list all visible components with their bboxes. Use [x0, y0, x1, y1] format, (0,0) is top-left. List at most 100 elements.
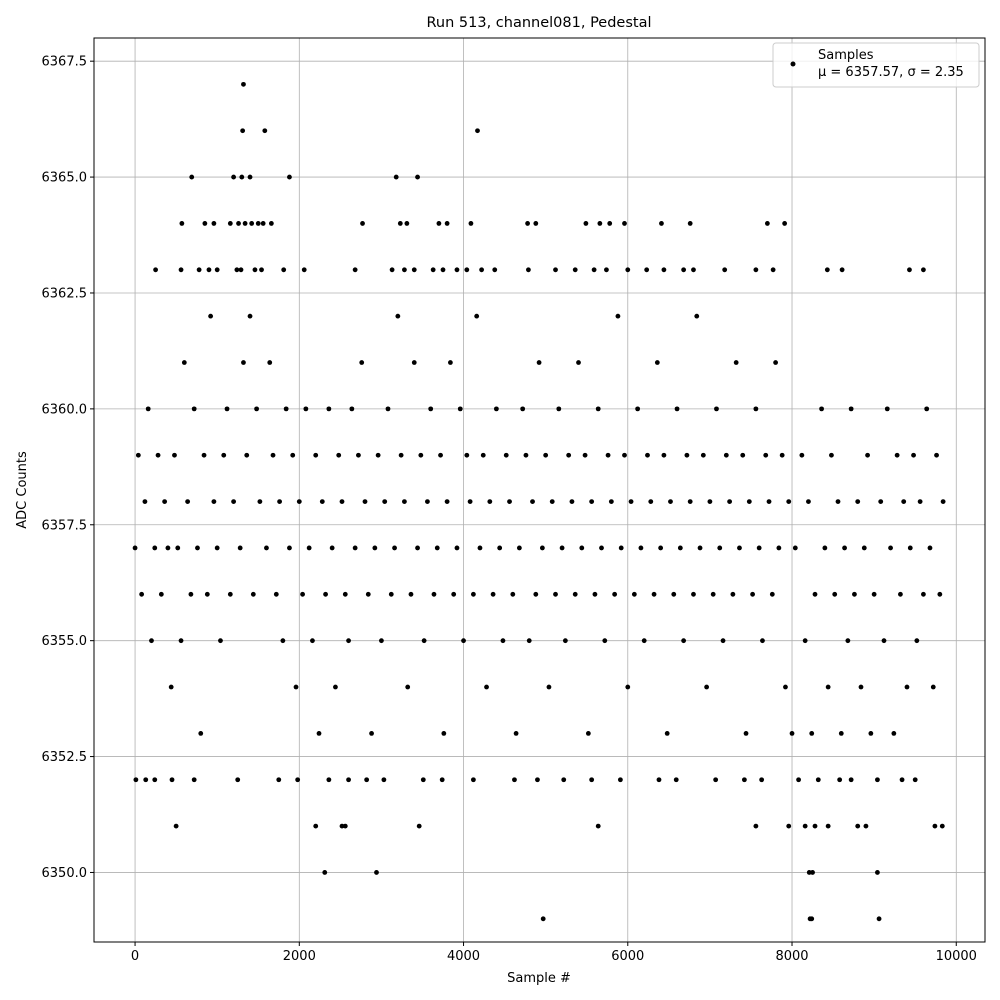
scatter-point	[264, 545, 269, 551]
scatter-point	[454, 545, 460, 551]
scatter-point	[536, 360, 542, 365]
scatter-point	[878, 499, 884, 504]
scatter-point	[842, 545, 847, 551]
scatter-point	[135, 452, 141, 458]
scatter-point	[382, 499, 388, 504]
scatter-point	[421, 638, 427, 644]
scatter-point	[914, 638, 920, 644]
scatter-point	[602, 638, 608, 644]
scatter-point	[149, 638, 154, 644]
scatter-point	[658, 545, 664, 551]
scatter-point	[868, 730, 874, 736]
scatter-point	[346, 638, 351, 644]
scatter-point	[195, 545, 200, 551]
scatter-point	[776, 545, 782, 551]
scatter-point	[723, 452, 729, 458]
scatter-point	[530, 499, 535, 504]
scatter-point	[782, 221, 788, 226]
scatter-point	[812, 823, 818, 829]
scatter-point	[191, 406, 197, 412]
scatter-point	[520, 406, 526, 412]
scatter-point	[260, 221, 266, 226]
scatter-point	[158, 591, 164, 597]
scatter-point	[641, 638, 647, 644]
scatter-point	[451, 591, 457, 597]
scatter-points	[132, 81, 946, 922]
scatter-point	[441, 730, 447, 736]
scatter-point	[684, 452, 690, 458]
scatter-point	[178, 267, 184, 273]
scatter-point	[876, 916, 882, 922]
scatter-point	[852, 591, 857, 597]
scatter-point	[479, 267, 485, 273]
scatter-point	[546, 684, 552, 690]
scatter-point	[464, 267, 470, 273]
scatter-point	[635, 406, 641, 412]
scatter-point	[444, 499, 450, 504]
scatter-point	[549, 499, 555, 504]
scatter-point	[888, 545, 893, 551]
scatter-point	[576, 360, 581, 365]
scatter-point	[277, 499, 282, 504]
scatter-point	[468, 221, 474, 226]
scatter-point	[493, 406, 499, 412]
scatter-point	[526, 267, 531, 273]
scatter-point	[276, 777, 282, 783]
scatter-point	[687, 499, 693, 504]
scatter-point	[310, 638, 315, 644]
scatter-point	[360, 221, 365, 226]
scatter-point	[181, 360, 187, 365]
scatter-point	[939, 823, 945, 829]
scatter-point	[743, 730, 749, 736]
scatter-point	[756, 545, 762, 551]
scatter-point	[737, 545, 742, 551]
scatter-point	[280, 638, 286, 644]
scatter-point	[704, 684, 710, 690]
chart-title: Run 513, channel081, Pedestal	[426, 15, 651, 31]
scatter-point	[746, 499, 752, 504]
scatter-point	[845, 638, 851, 644]
scatter-point	[572, 591, 578, 597]
scatter-point	[618, 545, 624, 551]
scatter-point	[281, 267, 287, 273]
scatter-point	[173, 823, 179, 829]
scatter-point	[189, 174, 195, 180]
scatter-point	[375, 452, 381, 458]
scatter-point	[395, 313, 401, 319]
y-tick-label: 6362.5	[42, 286, 88, 301]
scatter-point	[523, 452, 529, 458]
scatter-point	[750, 591, 756, 597]
scatter-point	[824, 267, 830, 273]
scatter-point	[924, 406, 930, 412]
scatter-point	[198, 730, 204, 736]
scatter-point	[559, 545, 565, 551]
scatter-point	[411, 267, 417, 273]
scatter-point	[810, 870, 815, 875]
scatter-point	[178, 638, 184, 644]
scatter-point	[727, 499, 733, 504]
scatter-point	[921, 591, 926, 597]
scatter-point	[339, 499, 345, 504]
scatter-point	[507, 499, 512, 504]
scatter-point	[326, 777, 332, 783]
scatter-point	[809, 730, 815, 736]
scatter-point	[474, 313, 480, 319]
scatter-point	[533, 591, 539, 597]
scatter-point	[861, 545, 867, 551]
scatter-point	[763, 452, 769, 458]
scatter-point	[674, 406, 680, 412]
scatter-point	[392, 545, 397, 551]
x-axis-ticks: 0 2000 4000 6000 8000 10000	[131, 942, 977, 964]
legend-marker	[790, 61, 796, 67]
scatter-point	[617, 777, 623, 783]
scatter-point	[589, 777, 595, 783]
scatter-point	[224, 406, 230, 412]
scatter-point	[211, 221, 217, 226]
scatter-point	[927, 545, 933, 551]
scatter-point	[296, 499, 302, 504]
scatter-point	[615, 313, 621, 319]
scatter-point	[322, 870, 328, 875]
y-tick-label: 6360.0	[42, 402, 88, 417]
scatter-point	[218, 638, 223, 644]
